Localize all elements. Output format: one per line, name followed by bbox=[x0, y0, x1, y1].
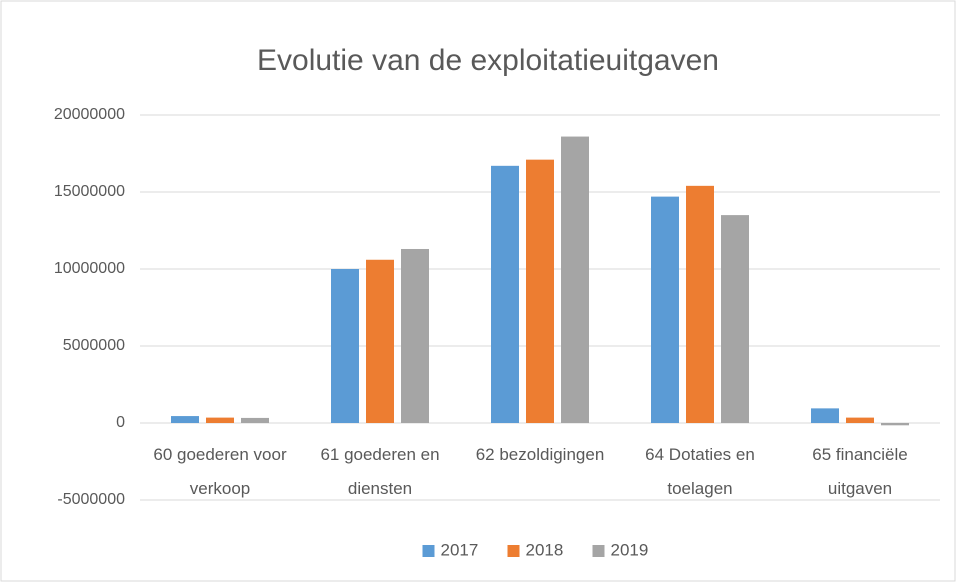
legend-label: 2018 bbox=[526, 540, 564, 559]
bar bbox=[651, 196, 679, 423]
x-tick-label: 60 goederen voor verkoop bbox=[153, 445, 287, 498]
bar bbox=[171, 416, 199, 423]
bar bbox=[686, 185, 714, 423]
legend-label: 2017 bbox=[441, 540, 479, 559]
legend-swatch bbox=[507, 545, 520, 557]
bar bbox=[331, 269, 359, 423]
legend-swatch bbox=[592, 545, 605, 557]
bar bbox=[491, 165, 519, 423]
y-tick-label: -5000000 bbox=[57, 491, 125, 508]
bar bbox=[241, 417, 269, 423]
y-tick-label: 10000000 bbox=[54, 260, 125, 277]
bar bbox=[401, 248, 429, 423]
y-tick-label: 5000000 bbox=[63, 337, 125, 354]
bar bbox=[366, 259, 394, 423]
bar bbox=[561, 136, 589, 423]
chart-title: Evolutie van de exploitatieuitgaven bbox=[257, 44, 719, 77]
x-tick-label: 61 goederen en diensten bbox=[320, 445, 440, 498]
legend-label: 2019 bbox=[611, 540, 649, 559]
bar bbox=[206, 417, 234, 423]
bar bbox=[721, 215, 749, 423]
y-tick-label: 20000000 bbox=[54, 106, 125, 123]
x-tick-label: 64 Dotaties en toelagen bbox=[645, 445, 755, 498]
y-tick-label: 15000000 bbox=[54, 183, 125, 200]
y-tick-label: 0 bbox=[116, 414, 125, 431]
bar bbox=[811, 408, 839, 423]
bar bbox=[846, 417, 874, 423]
bar bbox=[526, 159, 554, 423]
x-tick-label: 62 bezoldigingen bbox=[475, 445, 605, 464]
bar bbox=[881, 423, 909, 426]
legend-swatch bbox=[422, 545, 435, 557]
x-tick-label: 65 financiële uitgaven bbox=[812, 445, 908, 498]
